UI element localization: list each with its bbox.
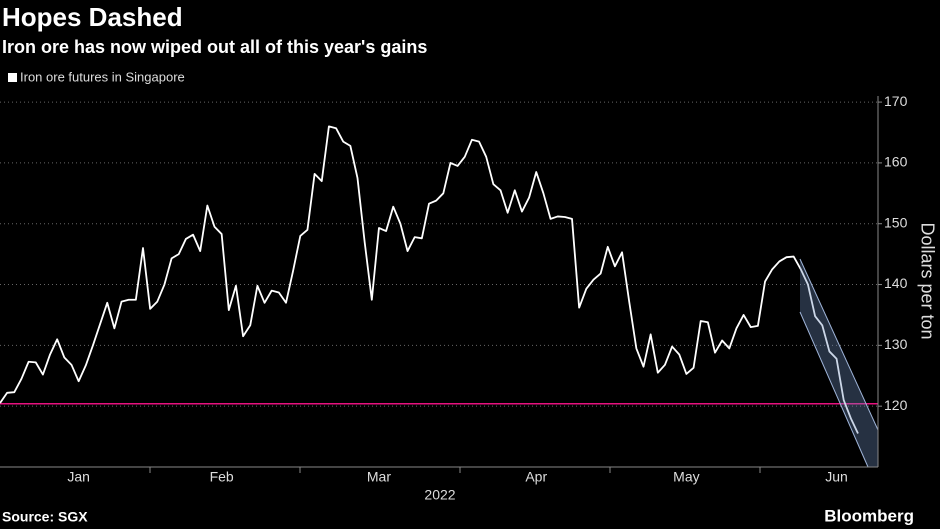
- x-tick-label: Jun: [825, 469, 848, 485]
- x-tick-label: May: [673, 469, 699, 485]
- source: Source: SGX: [2, 509, 88, 525]
- legend-swatch: [8, 73, 17, 82]
- y-tick-label: 130: [884, 336, 908, 352]
- brand: Bloomberg: [824, 506, 914, 525]
- trend-channel: [800, 259, 878, 467]
- y-tick-label: 120: [884, 397, 908, 413]
- y-tick-label: 140: [884, 275, 908, 291]
- trend-lower: [799, 311, 869, 468]
- x-tick-label: Apr: [525, 469, 547, 485]
- plot-area: 120 130 140 150 160 170 Jan Feb Mar Apr May Jun: [0, 93, 908, 485]
- y-axis-label: Dollars per ton: [917, 222, 937, 339]
- x-tick-label: Mar: [367, 469, 391, 485]
- y-tick-label: 170: [884, 93, 908, 109]
- y-tick-label: 160: [884, 154, 908, 170]
- x-tick-label: Jan: [67, 469, 90, 485]
- y-tick-label: 150: [884, 214, 908, 230]
- chart-title: Hopes Dashed: [2, 2, 183, 32]
- x-axis-label: 2022: [424, 487, 455, 503]
- price-line: [0, 125, 859, 434]
- chart-subtitle: Iron ore has now wiped out all of this y…: [2, 37, 427, 57]
- x-tick-label: Feb: [210, 469, 234, 485]
- trend-upper: [799, 258, 879, 431]
- legend-label: Iron ore futures in Singapore: [20, 69, 185, 84]
